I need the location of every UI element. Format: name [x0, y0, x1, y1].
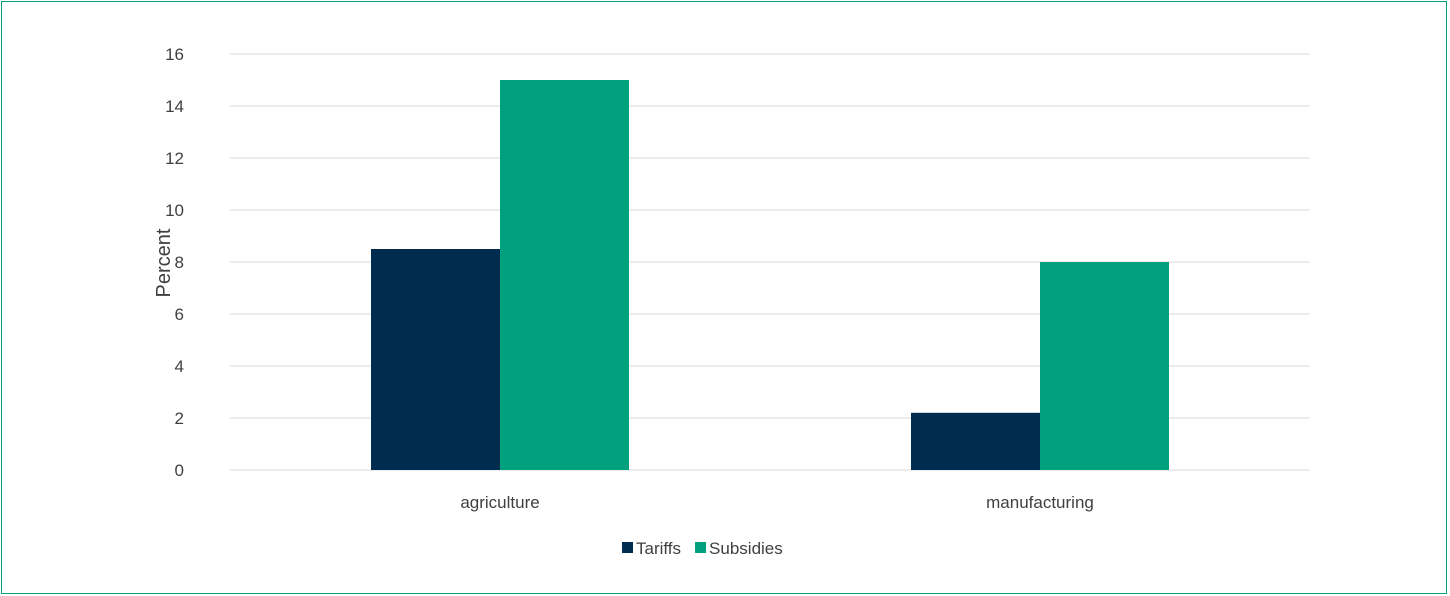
y-tick-label: 10	[165, 201, 184, 220]
y-tick-label: 16	[165, 45, 184, 64]
x-category-label: manufacturing	[986, 493, 1094, 512]
y-axis-ticks: 0 2 4 6 8 10 12 14 16	[165, 45, 184, 480]
bar-tariffs-agriculture	[371, 249, 500, 470]
y-tick-label: 6	[175, 305, 184, 324]
legend-swatch-tariffs	[622, 542, 633, 553]
bar-subsidies-agriculture	[500, 80, 629, 470]
y-axis-title: Percent	[153, 228, 175, 297]
legend-swatch-subsidies	[695, 542, 707, 553]
y-tick-label: 4	[175, 357, 184, 376]
y-tick-label: 12	[165, 149, 184, 168]
bar-subsidies-manufacturing	[1040, 262, 1169, 470]
y-tick-label: 8	[175, 253, 184, 272]
y-tick-label: 14	[165, 97, 184, 116]
x-category-label: agriculture	[460, 493, 539, 512]
legend-label-subsidies: Subsidies	[709, 539, 783, 558]
x-axis-categories: agriculture manufacturing	[460, 493, 1094, 512]
y-tick-label: 2	[175, 409, 184, 428]
legend: Tariffs Subsidies	[622, 539, 783, 558]
legend-label-tariffs: Tariffs	[636, 539, 681, 558]
bars	[371, 80, 1169, 470]
bar-tariffs-manufacturing	[911, 412, 1040, 470]
y-tick-label: 0	[175, 461, 184, 480]
